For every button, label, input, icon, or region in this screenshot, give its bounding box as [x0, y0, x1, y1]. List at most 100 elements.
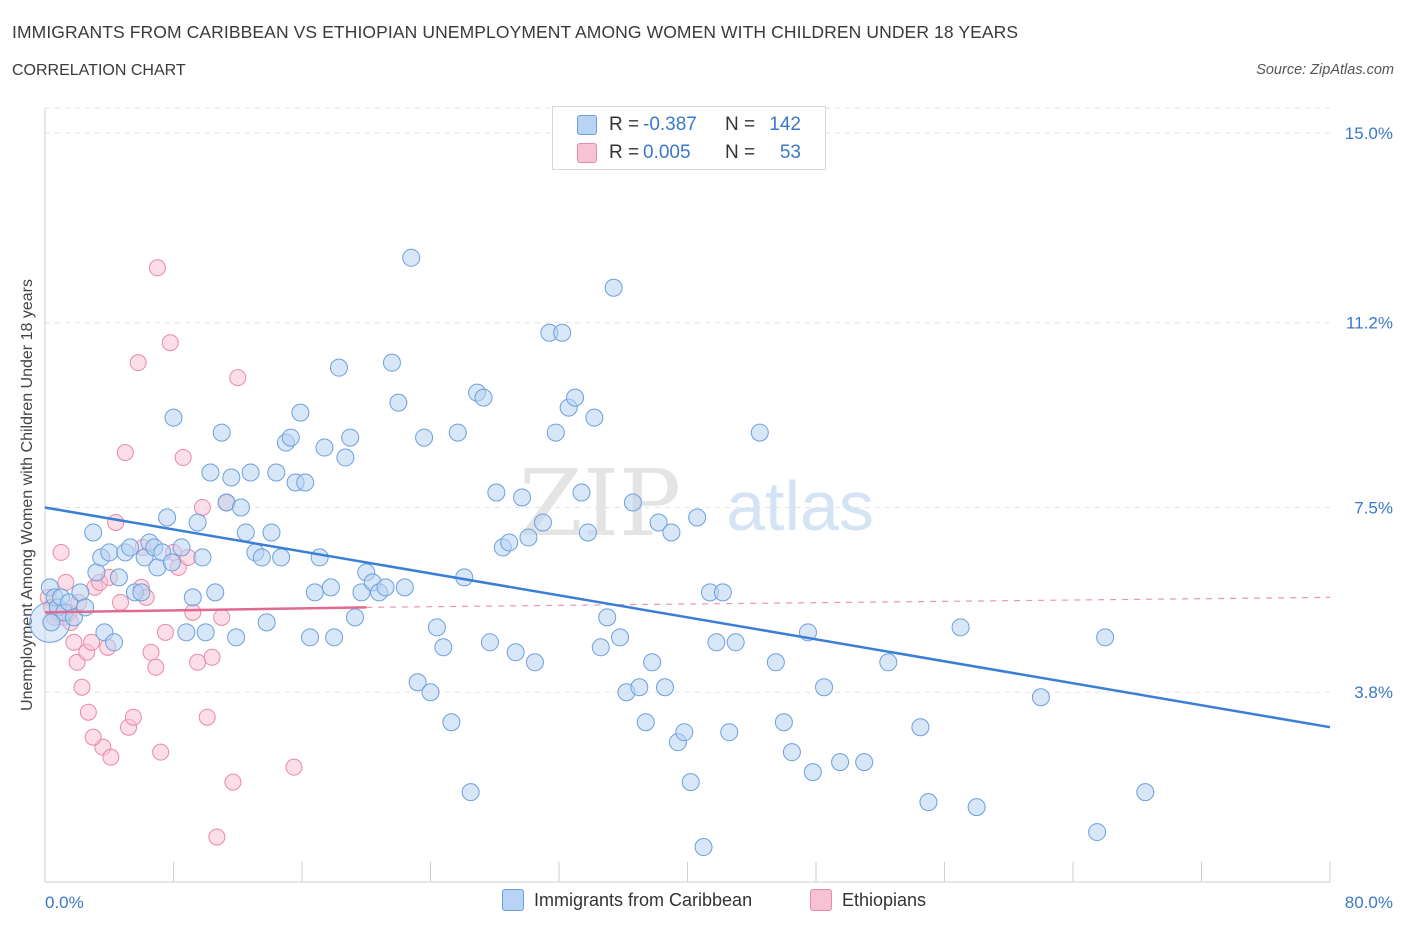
caribbean-point [389, 393, 408, 412]
ethiopians-point [129, 354, 147, 372]
ethiopians-point [124, 708, 142, 726]
source-label: Source: ZipAtlas.com [1256, 62, 1394, 78]
caribbean-point [352, 583, 371, 602]
caribbean-point [675, 723, 694, 742]
caribbean-point [201, 463, 220, 482]
caribbean-point [448, 423, 467, 442]
caribbean-point [121, 538, 140, 557]
ethiopians-trend-line [44, 606, 367, 614]
ethiopians-point [52, 543, 70, 561]
ethiopians-point [73, 678, 91, 696]
caribbean-point [227, 628, 246, 647]
caribbean-point [132, 583, 151, 602]
caribbean-point [71, 583, 90, 602]
ethiopians-point [198, 708, 216, 726]
caribbean-point [766, 653, 785, 672]
ethiopians-point [161, 334, 179, 352]
ethiopians-point [203, 648, 221, 666]
caribbean-point [325, 628, 344, 647]
ethiopians-point [224, 773, 242, 791]
caribbean-point [177, 623, 196, 642]
ethiopians-point [193, 498, 211, 516]
caribbean-point [578, 523, 597, 542]
caribbean-point [341, 428, 360, 447]
caribbean-point [162, 553, 181, 572]
y-tick-label: 7.5% [1354, 498, 1393, 517]
ethiopians-point [57, 573, 75, 591]
axes [44, 108, 1331, 883]
caribbean-point [1136, 783, 1155, 802]
caribbean-trend-line [44, 506, 1331, 729]
caribbean-point [1088, 823, 1107, 842]
caribbean-point [643, 653, 662, 672]
caribbean-points [29, 248, 1155, 857]
caribbean-point [281, 428, 300, 447]
caribbean-point [919, 793, 938, 812]
ethiopians-point [79, 703, 97, 721]
caribbean-point [105, 633, 124, 652]
caribbean-point [310, 548, 329, 567]
caribbean-point [376, 578, 395, 597]
n-value: 53 [779, 142, 801, 163]
ethiopians-point [152, 743, 170, 761]
caribbean-point [267, 463, 286, 482]
ethiopians-swatch [577, 143, 597, 163]
legend-item-caribbean[interactable]: Immigrants from Caribbean [502, 889, 752, 911]
caribbean-point [1096, 628, 1115, 647]
watermark-zip: ZIP [519, 450, 681, 557]
caribbean-point [206, 583, 225, 602]
watermark-atlas: atlas [726, 467, 874, 545]
caribbean-point [222, 468, 241, 487]
caribbean-point [506, 643, 525, 662]
caribbean-point [241, 463, 260, 482]
r-value: -0.387 [643, 114, 697, 135]
legend-item-ethiopians[interactable]: Ethiopians [810, 889, 926, 911]
caribbean-point [951, 618, 970, 637]
y-tick-label: 15.0% [1345, 124, 1393, 143]
ethiopians-point [83, 633, 101, 651]
ethiopians-point [65, 633, 83, 651]
stats-row-caribbean: R = -0.387 N = 142 [577, 113, 801, 137]
caribbean-point [427, 618, 446, 637]
caribbean-point [694, 838, 713, 857]
caribbean-point [681, 773, 700, 792]
caribbean-point [296, 473, 315, 492]
legend-label-ethiopians: Ethiopians [842, 889, 927, 910]
n-label: N = [725, 142, 756, 163]
caribbean-point [525, 653, 544, 672]
caribbean-point [831, 753, 850, 772]
caribbean-point [1031, 688, 1050, 707]
caribbean-point [196, 623, 215, 642]
ethiopians-point [285, 758, 303, 776]
caribbean-point [720, 723, 739, 742]
caribbean-point [726, 633, 745, 652]
caribbean-point [553, 323, 572, 342]
caribbean-point [252, 548, 271, 567]
ethiopians-point [102, 748, 120, 766]
caribbean-point [301, 628, 320, 647]
caribbean-point [480, 633, 499, 652]
caribbean-point [636, 713, 655, 732]
ethiopians-point [213, 608, 231, 626]
caribbean-point [421, 683, 440, 702]
x-tick-label: 80.0% [1345, 893, 1393, 912]
stats-legend: R = -0.387 N = 142 R = 0.005 N = 53 [552, 106, 826, 170]
caribbean-point [513, 488, 532, 507]
legend-label-caribbean: Immigrants from Caribbean [534, 889, 753, 910]
caribbean-point [193, 548, 212, 567]
tick-labels: 3.8% 7.5% 11.2% 15.0% 0.0% 80.0% [45, 124, 1393, 912]
r-label: R = [609, 142, 640, 163]
caribbean-point [546, 423, 565, 442]
n-value: 142 [769, 114, 801, 135]
caribbean-point [519, 528, 538, 547]
caribbean-point [656, 678, 675, 697]
caribbean-point [566, 388, 585, 407]
caribbean-swatch [577, 115, 597, 135]
caribbean-point [402, 248, 421, 267]
caribbean-point [329, 358, 348, 377]
caribbean-point [442, 713, 461, 732]
caribbean-point [100, 543, 119, 562]
caribbean-point [346, 608, 365, 627]
ethiopians-point [107, 513, 125, 531]
